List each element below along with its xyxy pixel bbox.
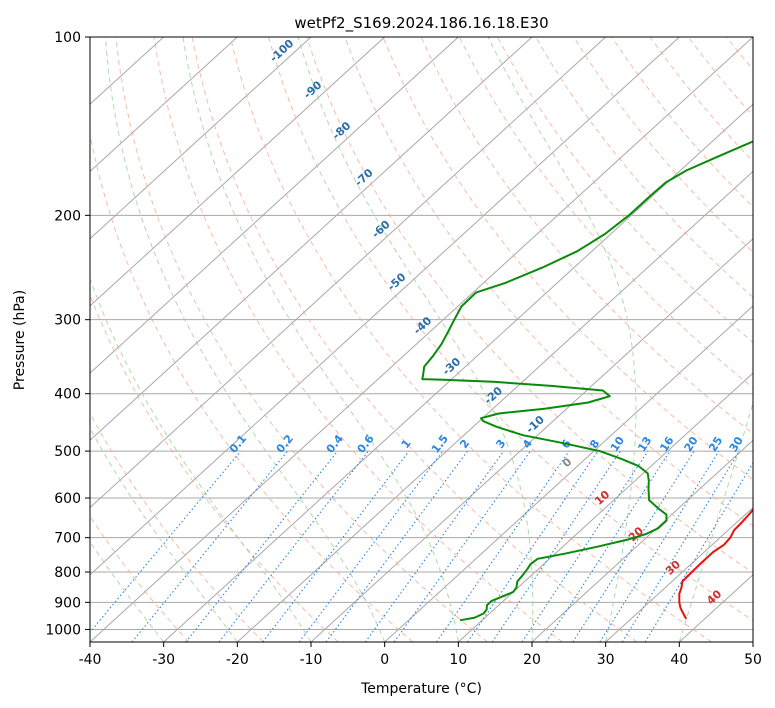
isotherm-line (90, 37, 386, 307)
isotherm-line (457, 372, 753, 642)
isotherm-line (90, 37, 607, 509)
dry-adiabat-line (90, 131, 414, 642)
dry-adiabat-line (268, 37, 753, 622)
mixing-ratio-line (572, 450, 695, 642)
y-tick-label: 600 (54, 491, 81, 507)
y-tick-label: 800 (54, 565, 81, 581)
y-axis: 100 200 300 400 500 600 700 800 900 1000 (45, 30, 90, 638)
profile-lines (421, 140, 753, 622)
x-tick-label: -40 (79, 652, 102, 668)
dry-adiabat-line (90, 515, 190, 642)
isotherm-line (90, 37, 680, 576)
mixing-ratio-line (599, 450, 720, 642)
x-axis-label: Temperature (°C) (360, 681, 482, 697)
isotherm-line (90, 37, 753, 642)
isotherm-line (90, 37, 238, 173)
x-tick-label: 0 (380, 652, 389, 668)
dry-adiabat-line (115, 37, 488, 642)
y-tick-label: 700 (54, 531, 81, 547)
mixing-ratio-line (218, 450, 369, 642)
dry-adiabat-line (344, 37, 753, 527)
x-tick-label: 50 (744, 652, 762, 668)
isotherm-line (236, 170, 753, 642)
x-tick-label: 20 (523, 652, 541, 668)
mixing-ratio-line (644, 461, 753, 642)
moist-adiabat-line (90, 427, 238, 642)
dry-adiabat-line (90, 412, 264, 642)
dry-adiabat-line (458, 37, 753, 389)
x-axis: -40 -30 -20 -10 0 10 20 30 40 50 (79, 642, 762, 668)
y-tick-label: 900 (54, 595, 81, 611)
dry-adiabat-line (229, 37, 712, 642)
background-lines (90, 37, 775, 642)
dry-adiabat-line (153, 37, 563, 642)
x-tick-label: -10 (300, 652, 323, 668)
isotherm-line (90, 37, 312, 240)
dry-adiabat-line (191, 37, 638, 642)
dry-adiabat-line (90, 293, 339, 642)
isotherm-line (531, 439, 753, 642)
moist-adiabat-line (90, 277, 312, 642)
y-tick-label: 200 (54, 208, 81, 224)
moist-adiabat-line (104, 37, 386, 642)
mixing-ratio-line (131, 450, 289, 642)
mixing-ratio-line (435, 450, 570, 642)
moist-adiabat-line (487, 37, 637, 642)
isotherm-line (605, 506, 753, 642)
moist-adiabat-line (182, 37, 459, 642)
x-tick-label: 30 (597, 652, 615, 668)
mixing-ratio-line (364, 450, 505, 642)
x-tick-label: -20 (226, 652, 249, 668)
mixing-ratio-line (90, 450, 242, 634)
y-tick-label: 400 (54, 387, 81, 403)
mixing-ratio-line (621, 450, 740, 642)
isotherm-line (310, 237, 753, 642)
x-tick-label: 10 (449, 652, 467, 668)
mixing-ratio-line (467, 450, 599, 642)
isotherm-line (90, 37, 533, 442)
dry-adiabat-line (306, 37, 753, 574)
temperature-profile-line (678, 508, 753, 620)
y-tick-label: 300 (54, 313, 81, 329)
dry-adiabat-line (496, 37, 753, 344)
isotherm-line (384, 305, 753, 642)
dewpoint-profile-line (421, 140, 753, 622)
y-axis-label: Pressure (hPa) (12, 290, 28, 390)
x-tick-label: -30 (152, 652, 175, 668)
mixing-ratio-line (393, 450, 531, 642)
isotherm-line (752, 641, 753, 642)
dry-adiabat-line (765, 37, 775, 642)
moist-adiabat-line (678, 401, 753, 642)
plot-frame (89, 36, 754, 643)
mixing-ratio-line (185, 450, 339, 642)
mixing-ratio-line (262, 450, 410, 642)
y-tick-label: 100 (54, 30, 81, 46)
chart-title: wetPf2_S169.2024.186.16.18.E30 (294, 14, 548, 33)
y-tick-label: 1000 (45, 622, 81, 638)
moist-adiabat-line (297, 37, 534, 642)
x-tick-label: 40 (670, 652, 688, 668)
isotherm-line (163, 103, 753, 642)
isotherm-line (90, 37, 459, 374)
y-tick-label: 500 (54, 444, 81, 460)
